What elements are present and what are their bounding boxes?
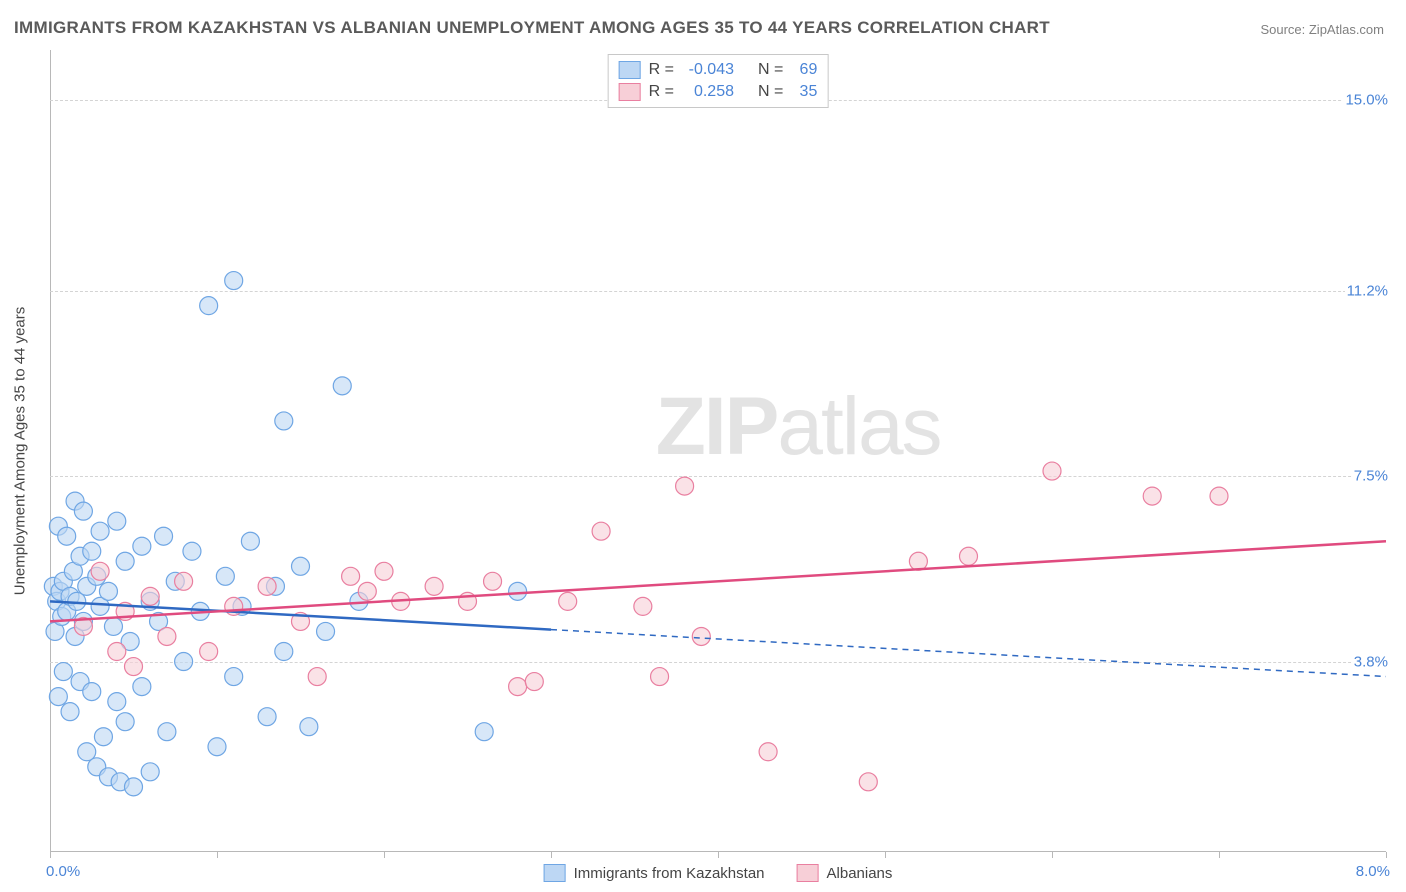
- scatter-point: [141, 763, 159, 781]
- legend-item-1: Albanians: [797, 864, 893, 882]
- scatter-point: [375, 562, 393, 580]
- scatter-point: [342, 567, 360, 585]
- scatter-point: [61, 703, 79, 721]
- scatter-point: [133, 678, 151, 696]
- scatter-point: [676, 477, 694, 495]
- scatter-point: [859, 773, 877, 791]
- y-axis-label: Unemployment Among Ages 35 to 44 years: [12, 307, 29, 596]
- scatter-point: [216, 567, 234, 585]
- scatter-point: [99, 582, 117, 600]
- scatter-point: [125, 658, 143, 676]
- scatter-point: [525, 673, 543, 691]
- n-value-0: 69: [791, 61, 817, 79]
- scatter-point: [225, 668, 243, 686]
- scatter-point: [258, 708, 276, 726]
- source-prefix: Source:: [1260, 22, 1308, 37]
- legend-swatch-0: [619, 61, 641, 79]
- scatter-point: [158, 627, 176, 645]
- scatter-point: [208, 738, 226, 756]
- scatter-point: [83, 683, 101, 701]
- scatter-point: [200, 643, 218, 661]
- scatter-point: [909, 552, 927, 570]
- scatter-point: [108, 693, 126, 711]
- legend-row-series-1: R = 0.258 N = 35: [619, 81, 818, 103]
- chart-container: Unemployment Among Ages 35 to 44 years Z…: [50, 50, 1386, 852]
- scatter-point: [175, 653, 193, 671]
- scatter-point: [1210, 487, 1228, 505]
- scatter-point: [183, 542, 201, 560]
- scatter-point: [91, 522, 109, 540]
- scatter-point: [175, 572, 193, 590]
- scatter-point: [1043, 462, 1061, 480]
- scatter-point: [58, 527, 76, 545]
- scatter-plot: [50, 50, 1386, 852]
- legend-label-1: Albanians: [827, 865, 893, 882]
- legend-swatch-1: [619, 83, 641, 101]
- scatter-point: [651, 668, 669, 686]
- scatter-point: [300, 718, 318, 736]
- legend-swatch-bottom-1: [797, 864, 819, 882]
- scatter-point: [125, 778, 143, 796]
- n-label-0: N =: [758, 61, 783, 79]
- scatter-point: [241, 532, 259, 550]
- scatter-point: [158, 723, 176, 741]
- scatter-point: [225, 272, 243, 290]
- scatter-point: [634, 597, 652, 615]
- scatter-point: [83, 542, 101, 560]
- scatter-point: [108, 643, 126, 661]
- scatter-point: [509, 582, 527, 600]
- n-label-1: N =: [758, 83, 783, 101]
- scatter-point: [358, 582, 376, 600]
- legend-swatch-bottom-0: [544, 864, 566, 882]
- r-value-1: 0.258: [682, 83, 734, 101]
- scatter-point: [275, 643, 293, 661]
- r-label-0: R =: [649, 61, 674, 79]
- x-axis-max-label: 8.0%: [1356, 863, 1390, 880]
- legend-row-series-0: R = -0.043 N = 69: [619, 59, 818, 81]
- r-value-0: -0.043: [682, 61, 734, 79]
- scatter-point: [258, 577, 276, 595]
- scatter-point: [475, 723, 493, 741]
- trend-line: [50, 541, 1386, 621]
- scatter-point: [155, 527, 173, 545]
- scatter-point: [509, 678, 527, 696]
- series-legend: Immigrants from Kazakhstan Albanians: [544, 864, 893, 882]
- scatter-point: [116, 713, 134, 731]
- scatter-point: [333, 377, 351, 395]
- scatter-point: [200, 297, 218, 315]
- scatter-point: [484, 572, 502, 590]
- scatter-point: [317, 622, 335, 640]
- scatter-point: [54, 663, 72, 681]
- scatter-point: [133, 537, 151, 555]
- n-value-1: 35: [791, 83, 817, 101]
- source-attribution: Source: ZipAtlas.com: [1260, 22, 1384, 37]
- trend-line-extrapolated: [551, 630, 1386, 677]
- scatter-point: [759, 743, 777, 761]
- scatter-point: [308, 668, 326, 686]
- x-axis-min-label: 0.0%: [46, 863, 80, 880]
- legend-label-0: Immigrants from Kazakhstan: [574, 865, 765, 882]
- correlation-legend: R = -0.043 N = 69 R = 0.258 N = 35: [608, 54, 829, 108]
- scatter-point: [275, 412, 293, 430]
- scatter-point: [104, 617, 122, 635]
- source-link[interactable]: ZipAtlas.com: [1309, 22, 1384, 37]
- scatter-point: [108, 512, 126, 530]
- scatter-point: [292, 557, 310, 575]
- scatter-point: [425, 577, 443, 595]
- scatter-point: [592, 522, 610, 540]
- scatter-point: [141, 587, 159, 605]
- scatter-point: [94, 728, 112, 746]
- chart-title: IMMIGRANTS FROM KAZAKHSTAN VS ALBANIAN U…: [14, 18, 1050, 38]
- scatter-point: [91, 562, 109, 580]
- legend-item-0: Immigrants from Kazakhstan: [544, 864, 765, 882]
- scatter-point: [559, 592, 577, 610]
- scatter-point: [692, 627, 710, 645]
- scatter-point: [74, 502, 92, 520]
- scatter-point: [1143, 487, 1161, 505]
- scatter-point: [49, 688, 67, 706]
- r-label-1: R =: [649, 83, 674, 101]
- scatter-point: [960, 547, 978, 565]
- scatter-point: [116, 552, 134, 570]
